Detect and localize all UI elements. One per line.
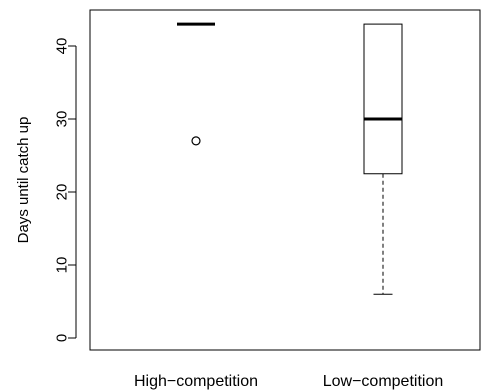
y-tick-label: 10 <box>54 257 71 274</box>
box-2 <box>363 23 403 295</box>
boxes-group <box>177 22 403 295</box>
y-axis-label: Days until catch up <box>15 117 32 244</box>
x-category-label: High−competition <box>134 373 258 390</box>
outlier-point <box>191 136 201 146</box>
y-tick-label: 20 <box>54 184 71 201</box>
x-category-label: Low−competition <box>323 373 444 390</box>
plot-frame <box>89 9 481 351</box>
box-1 <box>177 22 215 146</box>
x-axis: High−competition Low−competition <box>134 373 443 390</box>
y-axis: 0 10 20 30 40 <box>54 38 77 342</box>
y-tick-label: 0 <box>54 334 71 342</box>
y-tick-label: 40 <box>54 38 71 55</box>
box-body <box>363 23 403 175</box>
y-tick-label: 30 <box>54 111 71 128</box>
